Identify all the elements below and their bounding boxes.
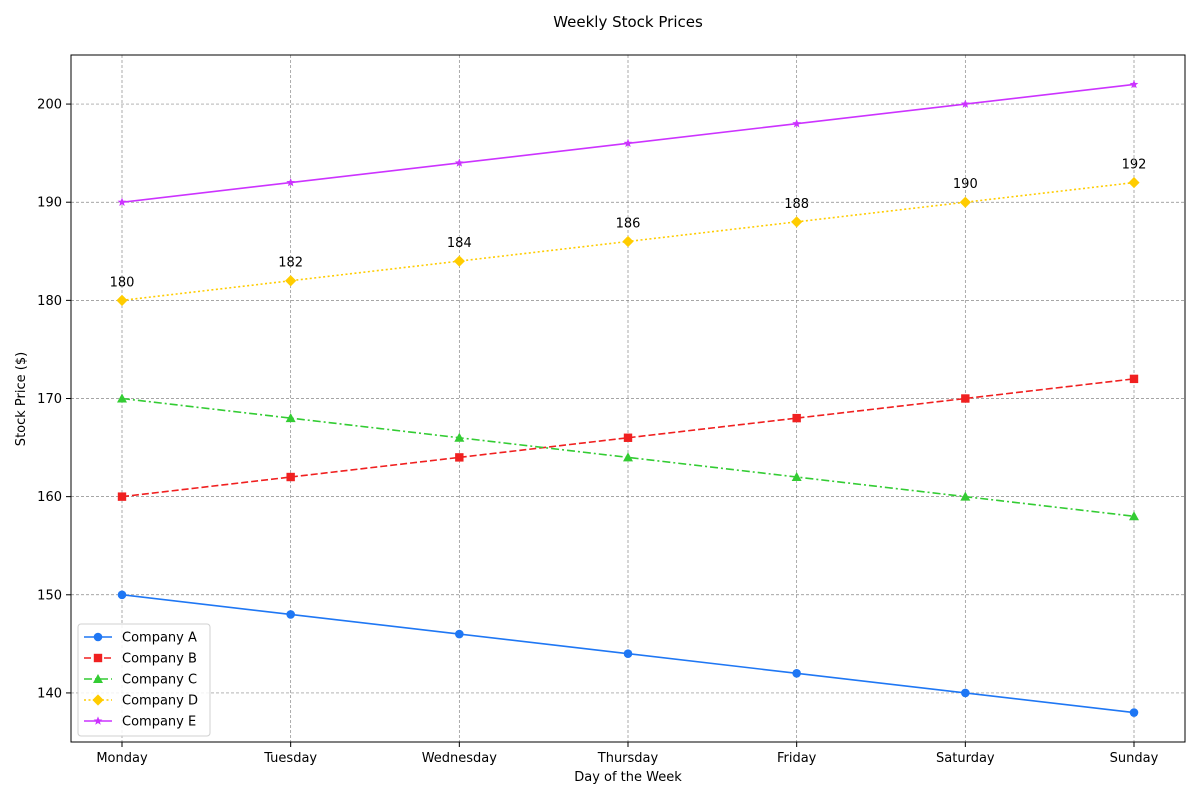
chart-title: Weekly Stock Prices <box>553 13 703 31</box>
data-point-company-e <box>454 158 464 167</box>
legend-item-company-d: Company D <box>84 694 198 709</box>
data-label-company-d: 182 <box>278 256 303 271</box>
grid <box>71 55 1185 742</box>
data-point-company-b <box>286 472 295 482</box>
legend-label: Company C <box>122 673 197 688</box>
data-point-company-b <box>961 394 970 403</box>
data-point-company-a <box>1129 708 1139 717</box>
data-point-company-b <box>792 413 801 423</box>
x-tick-label: Saturday <box>936 751 995 766</box>
data-point-company-b <box>623 433 633 442</box>
data-point-company-e <box>792 119 802 128</box>
legend-label: Company A <box>122 631 197 646</box>
y-axis-label: Stock Price ($) <box>14 352 29 446</box>
data-point-company-e <box>1129 79 1139 89</box>
data-point-company-c <box>454 432 465 442</box>
x-tick-label: Monday <box>96 751 148 766</box>
data-point-company-c <box>791 472 802 482</box>
x-axis-label: Day of the Week <box>574 770 682 785</box>
axes: Monday Tuesday Wednesday Thursday Friday Satu… <box>37 54 1186 766</box>
data-point-company-d <box>1128 176 1140 189</box>
data-point-company-a <box>117 590 127 600</box>
x-tick-label: Friday <box>777 751 817 766</box>
y-tick-label: 140 <box>37 686 62 701</box>
data-point-company-d <box>116 294 128 306</box>
data-label-company-d: 190 <box>953 177 978 192</box>
y-tick-label: 200 <box>37 98 62 113</box>
series-company-c <box>117 393 1139 521</box>
x-tick-label: Thursday <box>597 751 659 766</box>
data-point-company-d <box>453 255 465 267</box>
data-point-company-b <box>1129 374 1139 384</box>
legend-marker <box>93 632 103 642</box>
series-company-d <box>116 176 1140 306</box>
data-point-company-e <box>960 99 970 108</box>
legend: Company A Company B Company C Company D Comp… <box>77 623 211 737</box>
series-layer <box>116 79 1140 717</box>
data-point-company-a <box>961 688 970 698</box>
y-tick-label: 180 <box>37 294 62 309</box>
data-point-company-c <box>960 491 971 501</box>
legend-label: Company D <box>122 694 198 709</box>
legend-label: Company B <box>122 652 197 667</box>
legend-marker <box>93 716 103 725</box>
x-tick-label: Tuesday <box>263 751 317 766</box>
data-point-company-d <box>959 196 971 208</box>
data-point-company-b <box>117 492 127 501</box>
legend-marker <box>93 653 103 663</box>
legend-item-company-c: Company C <box>84 673 197 688</box>
legend-label: Company E <box>122 715 196 730</box>
data-point-company-c <box>285 413 296 423</box>
data-label-company-d: 188 <box>784 197 809 212</box>
legend-item-company-e: Company E <box>84 715 196 730</box>
y-tick-label: 160 <box>37 490 62 505</box>
data-point-company-d <box>622 235 634 248</box>
legend-marker <box>92 694 104 706</box>
data-labels: 180 182 184 186 188 190 192 <box>110 158 1147 291</box>
data-label-company-d: 184 <box>447 236 472 251</box>
legend-box <box>77 623 211 737</box>
data-point-company-e <box>623 138 633 148</box>
x-tick-label: Wednesday <box>422 751 498 766</box>
legend-marker <box>93 674 103 683</box>
data-point-company-c <box>1129 511 1139 521</box>
data-label-company-d: 192 <box>1122 158 1147 173</box>
series-company-e <box>117 79 1139 206</box>
legend-item-company-a: Company A <box>84 631 197 646</box>
data-point-company-d <box>285 275 297 287</box>
y-tick-label: 150 <box>37 588 62 603</box>
data-label-company-d: 180 <box>110 275 135 290</box>
series-company-b <box>117 374 1139 501</box>
data-point-company-b <box>455 453 464 462</box>
data-point-company-a <box>286 610 295 619</box>
data-point-company-c <box>623 452 633 462</box>
data-label-company-d: 186 <box>616 216 641 231</box>
data-point-company-a <box>623 649 633 658</box>
data-point-company-c <box>117 393 127 403</box>
series-company-a <box>117 590 1139 717</box>
data-point-company-e <box>117 197 127 206</box>
y-tick-label: 170 <box>37 392 62 407</box>
data-point-company-d <box>791 216 803 228</box>
x-tick-label: Sunday <box>1110 751 1159 766</box>
legend-item-company-b: Company B <box>84 652 197 667</box>
y-tick-label: 190 <box>37 196 62 211</box>
data-point-company-e <box>286 177 296 187</box>
data-point-company-a <box>792 669 801 678</box>
data-point-company-a <box>455 629 464 639</box>
